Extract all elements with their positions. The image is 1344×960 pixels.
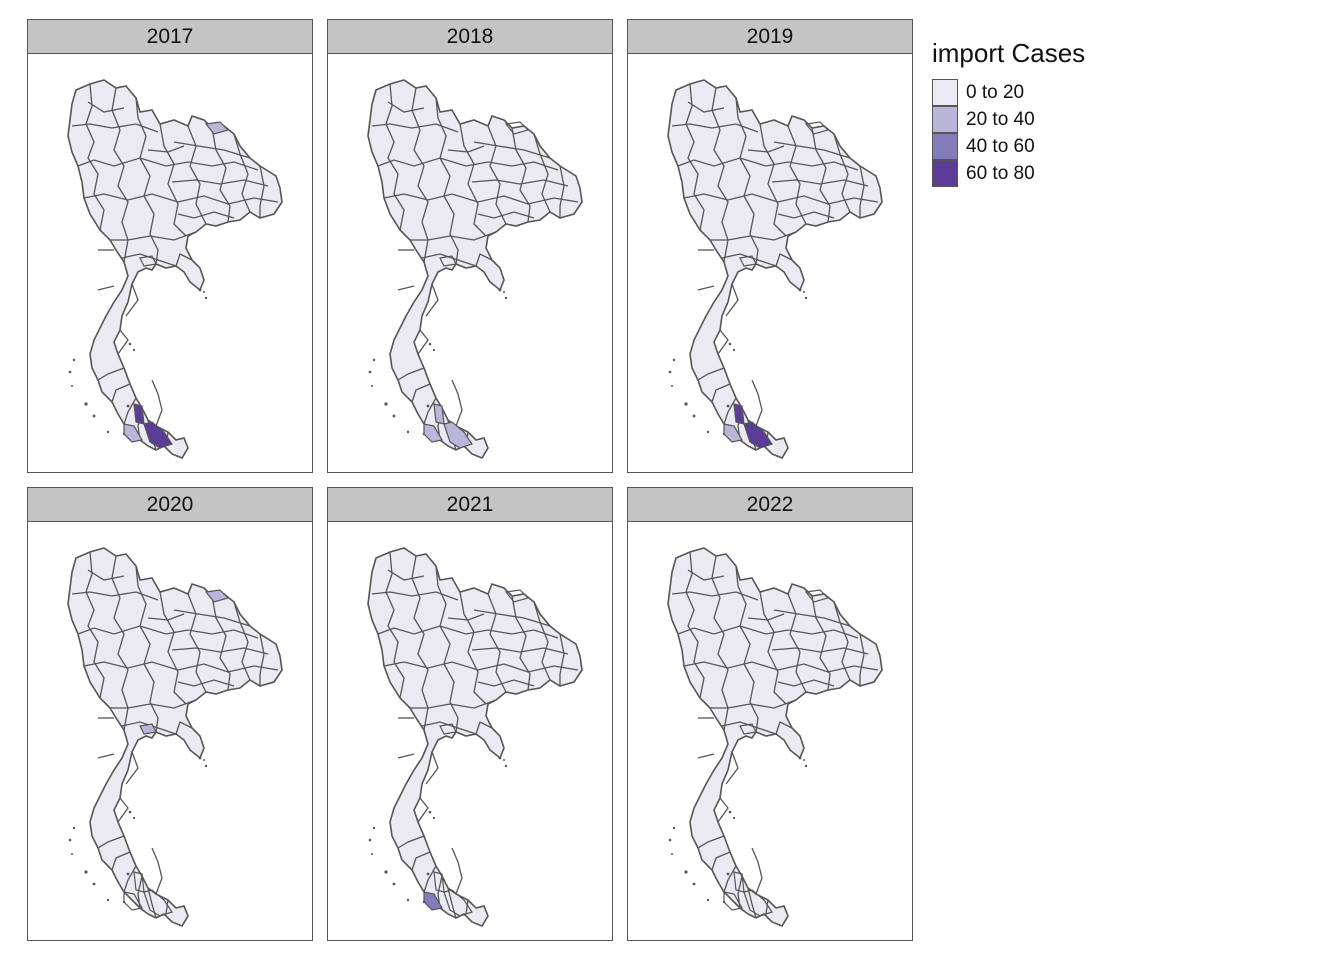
province-north-east-border	[204, 121, 230, 135]
facet-strip-label: 2018	[328, 20, 612, 54]
province-central	[139, 723, 157, 735]
thailand-province-map	[667, 547, 883, 927]
legend-item: 20 to 40	[932, 105, 1085, 133]
legend-swatch	[932, 105, 958, 133]
province-south-a	[433, 403, 445, 425]
thailand-province-map	[367, 547, 583, 927]
legend-swatch	[932, 78, 958, 106]
province-north-east-border	[204, 589, 230, 603]
facet-panel-2021: 2021	[327, 487, 613, 941]
legend-swatch	[932, 132, 958, 160]
province-south-c	[123, 423, 143, 443]
facet-strip-label: 2017	[28, 20, 312, 54]
legend-label: 40 to 60	[966, 135, 1035, 157]
province-south-b	[143, 421, 173, 449]
thailand-province-map	[67, 547, 283, 927]
province-south-c	[423, 423, 443, 443]
legend-item: 60 to 80	[932, 159, 1085, 187]
facet-panel-2018: 2018	[327, 19, 613, 473]
facet-strip-label: 2019	[628, 20, 912, 54]
legend-label: 60 to 80	[966, 162, 1035, 184]
thailand-province-map	[367, 79, 583, 459]
facet-panel-2022: 2022	[627, 487, 913, 941]
facet-panel-2019: 2019	[627, 19, 913, 473]
legend-label: 20 to 40	[966, 108, 1035, 130]
province-south-b	[443, 421, 473, 449]
province-south-a	[733, 403, 745, 425]
thailand-province-map	[667, 79, 883, 459]
legend-swatch	[932, 159, 958, 187]
legend: import Cases 0 to 20 20 to 40 40 to 60 6…	[932, 38, 1085, 187]
facet-panel-2017: 2017	[27, 19, 313, 473]
facet-strip-label: 2022	[628, 488, 912, 522]
province-south-a	[133, 403, 145, 425]
province-south-c	[423, 891, 443, 911]
facet-panel-2020: 2020	[27, 487, 313, 941]
legend-item: 0 to 20	[932, 78, 1085, 106]
province-south-c	[723, 423, 743, 443]
legend-label: 0 to 20	[966, 81, 1025, 103]
province-south-b	[743, 421, 773, 449]
facet-strip-label: 2021	[328, 488, 612, 522]
legend-item: 40 to 60	[932, 132, 1085, 160]
legend-title: import Cases	[932, 38, 1086, 68]
facet-strip-label: 2020	[28, 488, 312, 522]
thailand-province-map	[67, 79, 283, 459]
